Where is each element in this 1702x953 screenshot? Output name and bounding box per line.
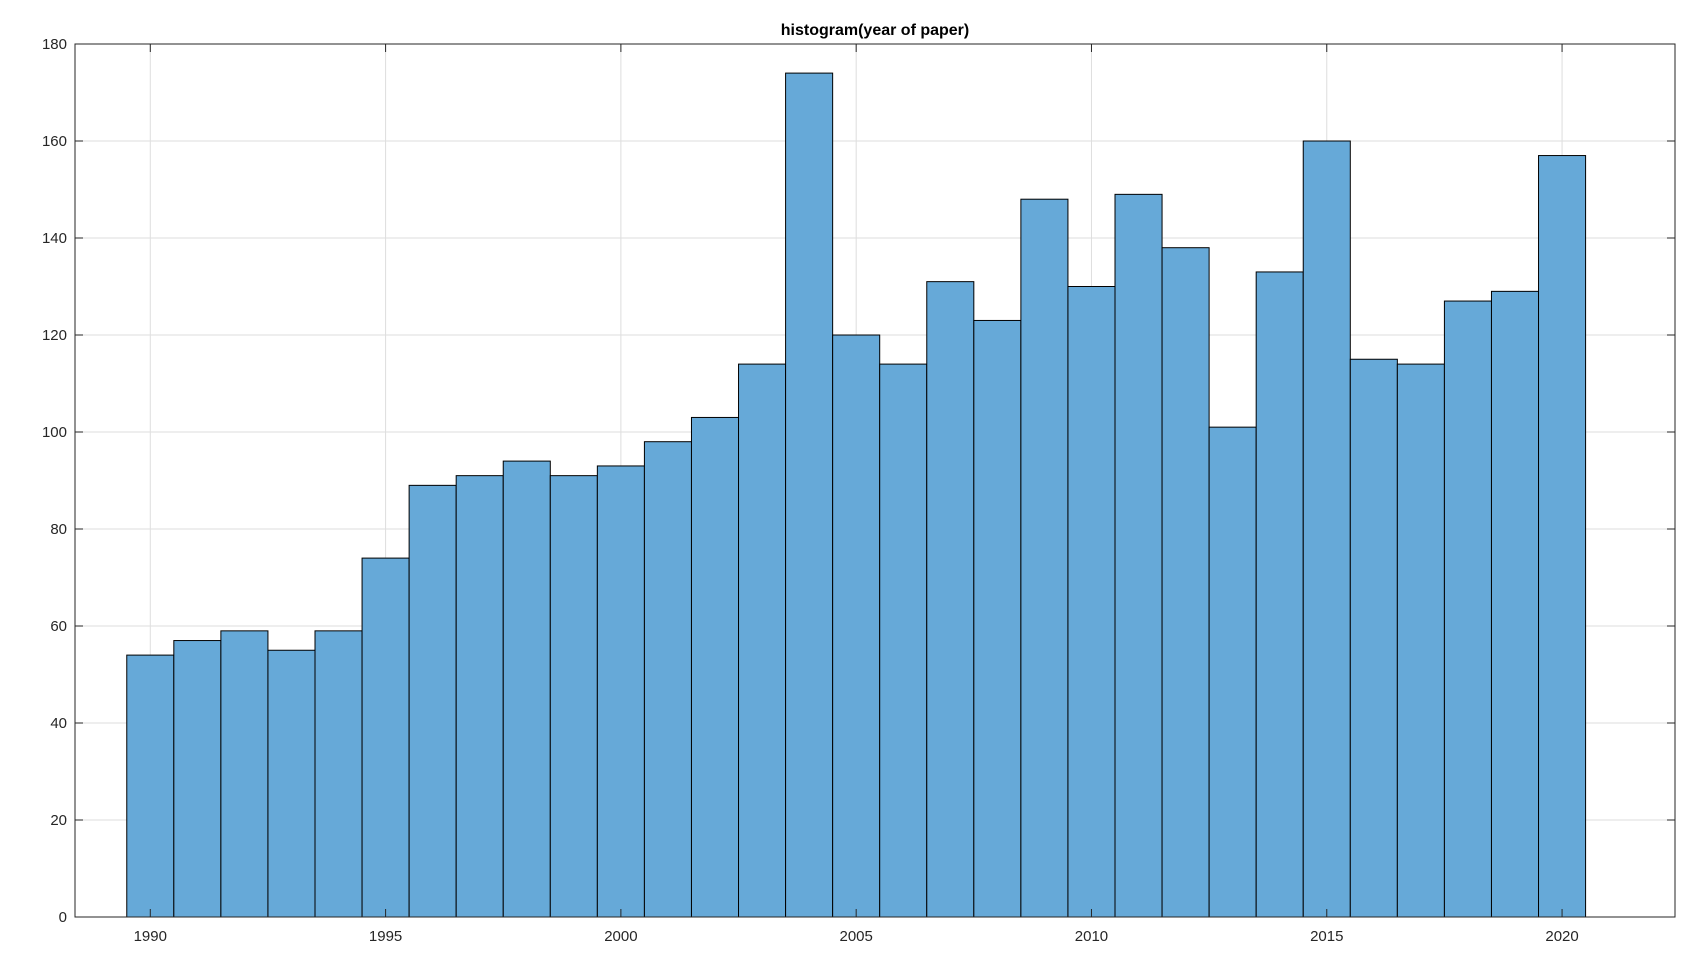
x-tick-label: 2020	[1545, 928, 1578, 945]
bar-2006	[879, 363, 928, 918]
bar-2014	[1255, 271, 1304, 918]
chart-title: histogram(year of paper)	[781, 22, 969, 39]
tick-labels: 1990 1995 2000 2005 2010 2015 2020 0 20 40 60 80 100…	[42, 36, 1579, 945]
bar-2002	[690, 416, 740, 918]
bars	[126, 72, 1587, 918]
y-tick-label: 100	[42, 424, 67, 441]
y-tick-label: 40	[50, 715, 67, 732]
y-tick-label: 160	[42, 133, 67, 150]
axis-ticks	[75, 43, 1675, 918]
axes-box	[74, 43, 1676, 918]
bar-1997	[455, 475, 504, 918]
y-tick-label: 180	[42, 36, 67, 53]
bar-1992	[220, 630, 269, 918]
bar-1999	[549, 475, 598, 918]
x-tick-label: 2010	[1075, 928, 1108, 945]
y-tick-label: 140	[42, 230, 67, 247]
bar-2010	[1067, 286, 1116, 918]
bar-2020	[1538, 155, 1587, 918]
x-tick-label: 2005	[839, 928, 872, 945]
bar-2012	[1161, 247, 1210, 918]
x-tick-label: 1995	[369, 928, 402, 945]
bar-2004	[785, 72, 834, 918]
x-tick-label: 1990	[134, 928, 167, 945]
y-tick-label: 0	[59, 909, 67, 926]
bar-2009	[1020, 198, 1069, 918]
bar-2011	[1114, 193, 1163, 918]
bar-2000	[596, 465, 645, 918]
bar-2007	[926, 281, 975, 918]
bar-1995	[361, 557, 410, 918]
bar-2008	[973, 319, 1022, 918]
bar-2017	[1396, 363, 1445, 918]
bar-1998	[502, 460, 551, 918]
y-tick-label: 20	[50, 812, 67, 829]
x-tick-label: 2015	[1310, 928, 1343, 945]
bar-2018	[1443, 300, 1492, 918]
y-tick-label: 80	[50, 521, 67, 538]
y-tick-label: 60	[50, 618, 67, 635]
bar-1994	[314, 630, 363, 918]
bar-1996	[408, 484, 457, 918]
bar-1990	[126, 654, 175, 918]
bar-2019	[1490, 290, 1540, 918]
bar-2015	[1302, 140, 1351, 918]
bar-1993	[267, 649, 316, 918]
bar-2001	[643, 441, 692, 918]
bar-2005	[832, 334, 881, 918]
x-tick-label: 2000	[604, 928, 637, 945]
bar-1991	[173, 640, 222, 918]
bar-2016	[1349, 358, 1398, 918]
bar-2013	[1208, 426, 1257, 918]
bar-2003	[738, 363, 787, 918]
y-tick-label: 120	[42, 327, 67, 344]
